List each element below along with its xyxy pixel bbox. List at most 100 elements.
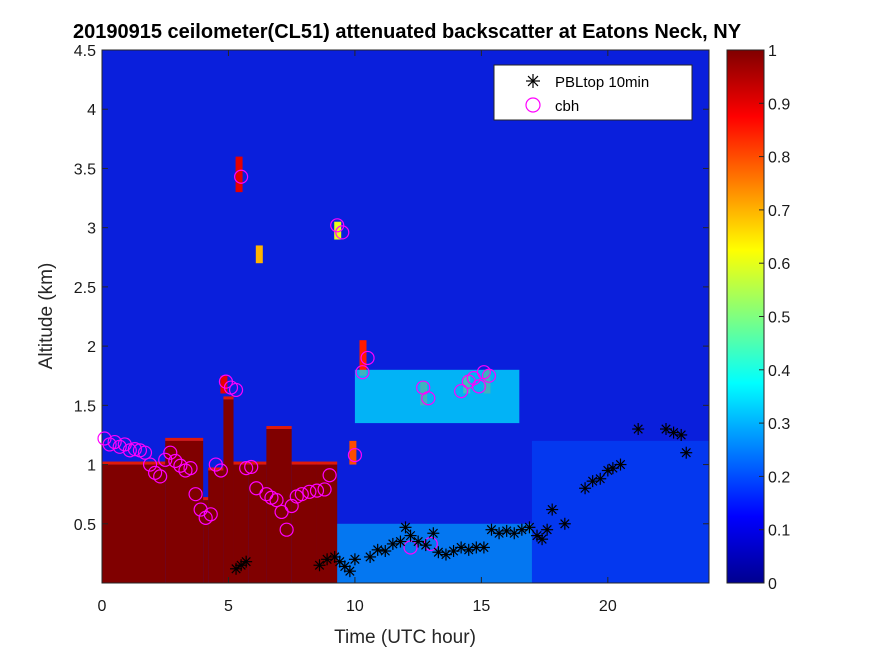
cbh-point-18 — [188, 487, 203, 502]
heat-cloud-3 — [359, 340, 367, 376]
pbltop-point-23 — [455, 541, 468, 554]
pbltop-point-47 — [675, 428, 688, 441]
cbh-point-6 — [127, 442, 142, 457]
heat-edge-9 — [316, 461, 338, 465]
pbltop-point-11 — [371, 543, 384, 556]
cbh-point-21 — [203, 507, 218, 522]
colorbar-tick-label-3: 0.3 — [768, 416, 790, 433]
heat-edge-7 — [266, 426, 292, 430]
cbh-point-26 — [228, 382, 244, 398]
pbltop-point-16 — [404, 529, 417, 542]
cbh-point-47 — [360, 350, 375, 366]
colorbar: 0 0.1 0.2 0.3 0.4 0.5 0.6 0.7 0.8 0.9 1 — [726, 43, 790, 593]
cbh-point-28 — [239, 461, 254, 476]
heat-boundary-layer-2 — [203, 500, 209, 583]
cbh-point-29 — [244, 459, 259, 475]
cbh-point-17 — [183, 461, 198, 476]
y-tick-label-0: 0.5 — [74, 517, 96, 534]
cbh-point-45 — [347, 447, 363, 463]
heat-cloud-1 — [255, 245, 263, 264]
x-tick-label-1: 5 — [224, 598, 233, 615]
pbltop-point-12 — [379, 545, 392, 558]
cbh-point-13 — [163, 445, 178, 460]
colorbar-tick-label-8: 0.8 — [768, 150, 790, 167]
heat-edge-5 — [233, 461, 249, 465]
heat-edge-3 — [208, 467, 224, 471]
cbh-point-41 — [317, 482, 332, 497]
y-tick-label-4: 2.5 — [74, 280, 96, 297]
pbltop-point-48 — [680, 446, 693, 459]
heat-cloud-0 — [235, 156, 243, 193]
colorbar-ticks: 0 0.1 0.2 0.3 0.4 0.5 0.6 0.7 0.8 0.9 1 — [759, 43, 790, 593]
y-tick-label-7: 4 — [87, 102, 96, 119]
pbltop-point-19 — [427, 527, 440, 540]
cbh-point-56 — [476, 365, 492, 380]
pbltop-point-5 — [328, 550, 341, 563]
cbh-point-8 — [137, 445, 153, 460]
heat-edge-6 — [248, 461, 267, 465]
pbltop-point-46 — [667, 426, 680, 439]
pbltop-point-9 — [348, 553, 361, 566]
legend: PBLtop 10min cbh — [493, 64, 693, 121]
pbltop-point-41 — [601, 464, 614, 477]
cbh-point-10 — [148, 465, 163, 480]
cbh-point-20 — [198, 510, 213, 525]
x-tick-label-2: 10 — [346, 598, 364, 615]
pbltop-point-38 — [579, 482, 592, 495]
pbltop-point-14 — [394, 535, 407, 548]
cbh-point-9 — [142, 457, 158, 472]
cbh-point-46 — [355, 365, 370, 380]
colorbar-tick-label-10: 1 — [768, 43, 777, 60]
x-tick-label-0: 0 — [98, 598, 107, 615]
x-tick-label-3: 15 — [472, 598, 490, 615]
pbltop-point-4 — [321, 553, 334, 566]
y-tick-label-8: 4.5 — [74, 43, 96, 60]
pbltop-point-10 — [364, 550, 377, 563]
pbltop-point-13 — [386, 537, 399, 550]
pbltop-point-31 — [515, 523, 528, 536]
cbh-point-12 — [158, 452, 173, 467]
pbltop-point-2 — [240, 555, 253, 568]
colorbar-gradient — [726, 49, 765, 584]
cbh-point-42 — [322, 468, 337, 483]
x-axis-label: Time (UTC hour) — [334, 627, 476, 648]
cbh-point-50 — [421, 391, 436, 406]
pbltop-point-37 — [558, 517, 571, 530]
cbh-point-23 — [213, 463, 228, 478]
heat-boundary-layer-0 — [102, 464, 166, 583]
legend-asterisk-icon — [526, 74, 540, 88]
cbh-point-36 — [284, 498, 299, 514]
heat-boundary-layer-5 — [233, 464, 249, 583]
heatmap-field — [102, 156, 709, 583]
pbltop-point-26 — [477, 541, 490, 554]
colorbar-tick-label-2: 0.2 — [768, 469, 790, 486]
heat-cloud-2 — [334, 221, 342, 240]
legend-entry-cbh: cbh — [555, 98, 579, 115]
legend-asterisk-glyph — [526, 74, 540, 88]
cbh-point-14 — [168, 453, 183, 469]
pbltop-point-3 — [313, 559, 326, 572]
pbltop-point-43 — [614, 458, 627, 471]
pbltop-point-20 — [432, 546, 445, 559]
legend-circle-icon — [525, 97, 541, 113]
cbh-point-44 — [335, 225, 350, 240]
cbh-point-27 — [234, 169, 249, 184]
cbh-point-52 — [454, 384, 469, 399]
heat-boundary-layer-3 — [208, 470, 224, 583]
pbltop-point-45 — [660, 423, 673, 436]
heat-edge-4 — [223, 396, 234, 400]
y-axis-label: Altitude (km) — [36, 263, 57, 370]
legend-box — [493, 64, 693, 121]
heat-aerosol-layer — [354, 369, 520, 424]
pbltop-point-24 — [462, 543, 475, 556]
y-tick-label-1: 1 — [87, 458, 96, 475]
colorbar-tick-label-7: 0.7 — [768, 203, 790, 220]
legend-entry-pbltop: PBLtop 10min — [555, 74, 649, 91]
pbltop-point-40 — [594, 472, 607, 485]
cbh-point-15 — [173, 458, 188, 473]
cbh-point-5 — [122, 443, 137, 458]
cbh-point-2 — [107, 434, 122, 450]
colorbar-tick-label-9: 0.9 — [768, 96, 790, 113]
pbltop-point-36 — [546, 503, 559, 516]
